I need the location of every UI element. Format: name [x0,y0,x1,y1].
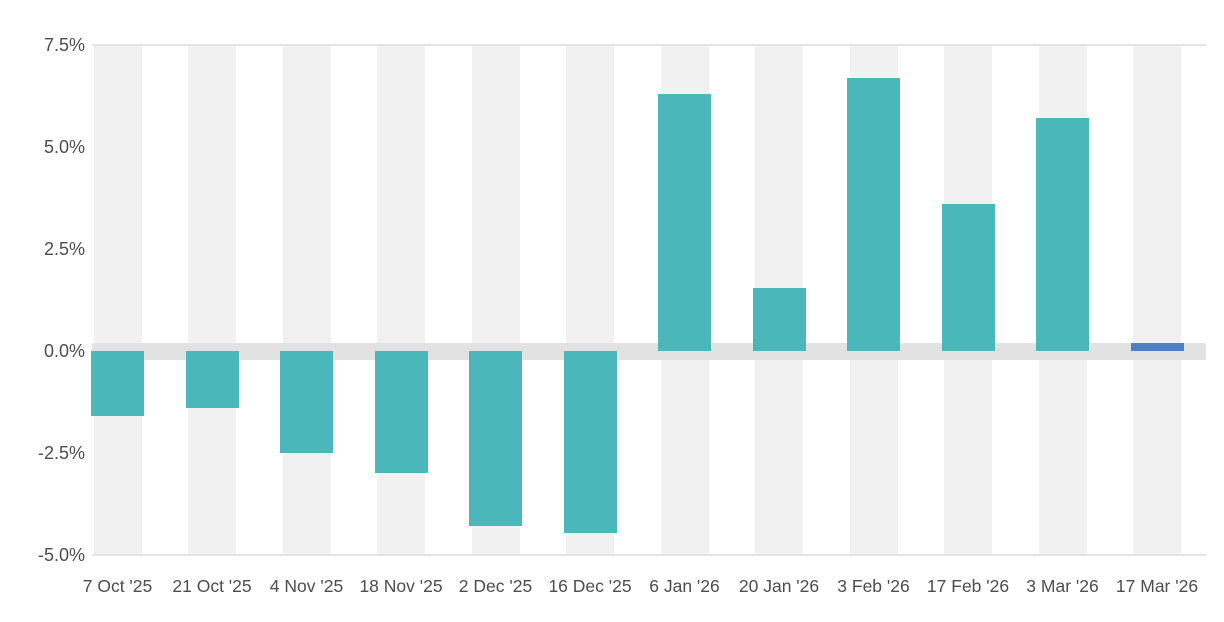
category-band-7-oct-25 [93,44,142,554]
x-axis-label-3-mar-26: 3 Mar '26 [1026,576,1099,596]
bar-2-dec-25 [469,351,522,527]
gridline-bottom [92,554,1206,556]
bar-3-mar-26 [1036,118,1089,351]
category-band-4-nov-25 [282,44,331,554]
category-band-21-oct-25 [188,44,236,554]
bar-17-feb-26 [941,204,995,351]
bar-3-feb-26 [847,77,900,351]
y-tick-label-7-5: 7.5% [43,35,85,55]
x-axis-label-7-oct-25: 7 Oct '25 [82,576,153,596]
x-axis-label-21-oct-25: 21 Oct '25 [172,576,252,596]
x-axis-label-17-feb-26: 17 Feb '26 [926,576,1010,596]
x-axis-label-3-feb-26: 3 Feb '26 [837,576,910,596]
gridline-top [92,44,1206,46]
x-axis-label-18-nov-25: 18 Nov '25 [359,576,443,596]
y-tick-label-2-5: -2.5% [37,443,85,463]
bar-4-nov-25 [280,351,333,453]
bar-17-mar-26 [1130,342,1184,351]
y-tick-label-5-0: 5.0% [43,137,85,157]
bar-16-dec-25 [563,351,617,533]
bar-7-oct-25 [91,351,144,417]
category-band-17-mar-26 [1133,44,1181,554]
x-axis-label-17-mar-26: 17 Mar '26 [1115,576,1199,596]
x-axis-label-16-dec-25: 16 Dec '25 [548,576,632,596]
x-axis-label-4-nov-25: 4 Nov '25 [269,576,344,596]
zero-line-band [92,343,1206,360]
bar-21-oct-25 [185,351,239,409]
y-tick-label-0-0: 0.0% [43,341,85,361]
bar-20-jan-26 [752,287,806,351]
bar-6-jan-26 [658,93,711,351]
y-tick-label-5-0: -5.0% [37,545,85,565]
x-axis-label-6-jan-26: 6 Jan '26 [649,576,720,596]
y-tick-label-2-5: 2.5% [43,239,85,259]
bar-18-nov-25 [374,351,428,474]
x-axis-label-20-jan-26: 20 Jan '26 [738,576,820,596]
x-axis-label-2-dec-25: 2 Dec '25 [458,576,533,596]
category-band-18-nov-25 [377,44,425,554]
